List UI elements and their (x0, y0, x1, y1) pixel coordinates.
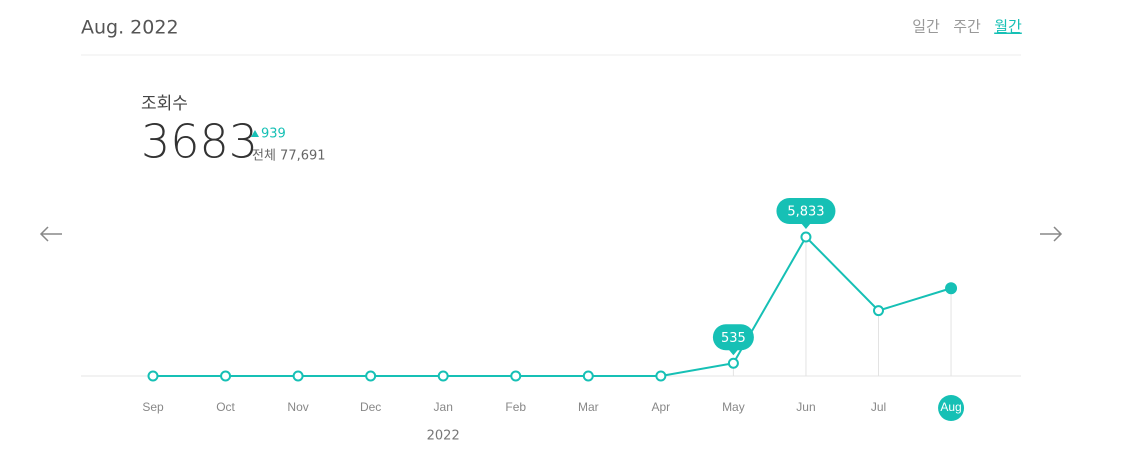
x-tick-label: Dec (360, 400, 381, 414)
point (437, 370, 449, 382)
x-tick-label: Sep (142, 400, 164, 414)
x-axis-label: 2022 (427, 429, 460, 444)
period-tab[interactable]: 월간 (994, 18, 1022, 36)
x-tick-label: Feb (505, 400, 526, 414)
stat-total: 전체 77,691 (252, 149, 326, 164)
point (220, 370, 232, 382)
value-bubble (712, 324, 754, 351)
bubble-pointer (728, 349, 739, 356)
value-bubble (776, 198, 836, 224)
value-label: 535 (721, 331, 746, 346)
point (582, 370, 594, 382)
bubble-pointer (800, 223, 811, 229)
point (147, 370, 159, 382)
point (800, 231, 812, 243)
period-tab[interactable]: 주간 (953, 18, 981, 36)
period-tab[interactable]: 일간 (912, 18, 940, 36)
point (655, 370, 667, 382)
x-tick-label: May (722, 400, 745, 414)
x-tick-label: Nov (287, 400, 308, 414)
point (873, 305, 884, 317)
date-title: Aug. 2022 (81, 17, 179, 39)
up-icon (251, 130, 259, 137)
x-tick-label: Jul (871, 400, 886, 414)
point (727, 357, 739, 369)
x-tick-label: Mar (578, 400, 599, 414)
point (292, 370, 304, 382)
chart: Sep Oct Nov Dec Jan Feb Mar Apr May 535 Jun 5,833 Ju… (142, 198, 965, 444)
x-tick-label: Jan (434, 400, 453, 414)
x-tick-label: Oct (216, 400, 235, 414)
stat-label: 조회수 (141, 94, 188, 114)
x-tick-label: Jun (796, 400, 815, 414)
next-arrow[interactable] (1040, 226, 1063, 242)
current-badge (938, 395, 965, 421)
x-tick-label: Apr (652, 400, 671, 414)
value-label: 5,833 (787, 205, 824, 220)
point (510, 370, 522, 382)
point (365, 370, 377, 382)
stat-value: 3683 (141, 115, 258, 169)
period-tabs: 일간 주간 월간 (912, 18, 1022, 36)
prev-arrow[interactable] (39, 226, 62, 242)
x-tick-label: Aug (940, 400, 961, 414)
line (153, 235, 952, 377)
stat-change: 939 (261, 127, 286, 142)
point (945, 282, 958, 295)
